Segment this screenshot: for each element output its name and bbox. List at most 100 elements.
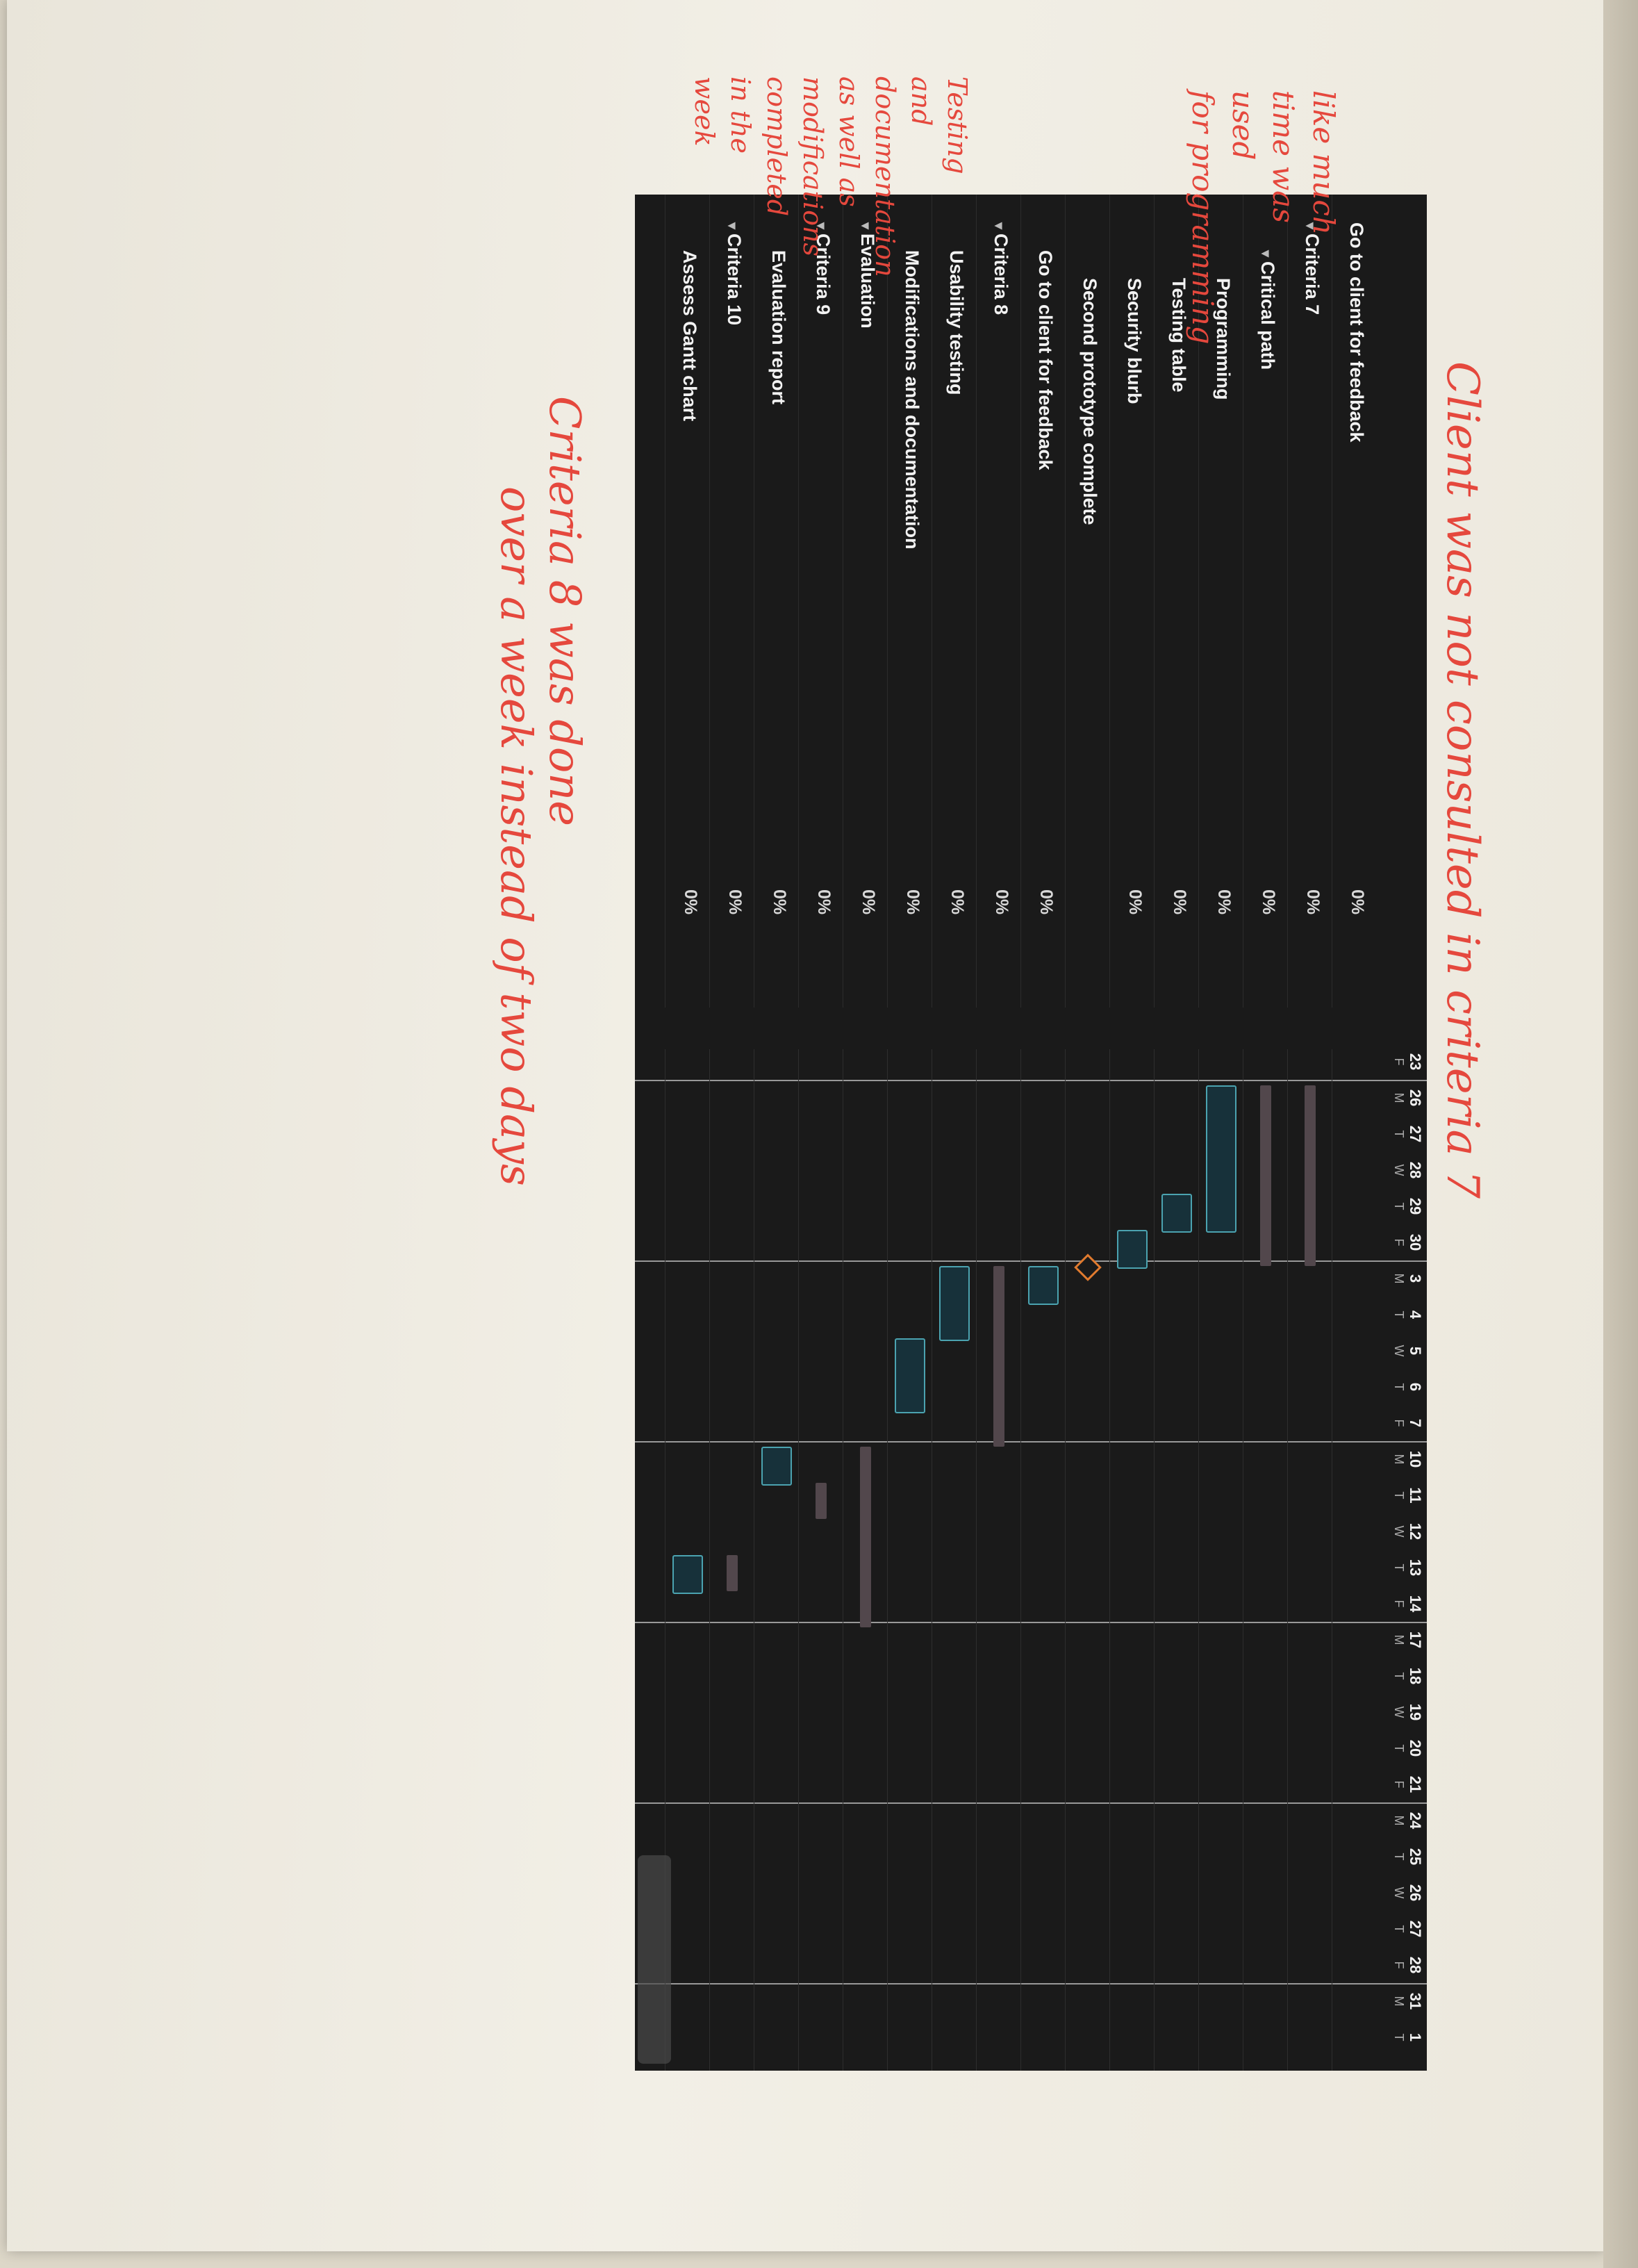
task-name: Modifications and documentation	[901, 250, 923, 550]
task-bar[interactable]	[1161, 1194, 1192, 1233]
annotation-programming-note: time was	[1266, 90, 1300, 223]
task-row[interactable]: Security blurb 0%	[1109, 195, 1155, 1008]
task-percent: 0%	[725, 889, 745, 915]
summary-bar[interactable]	[1305, 1085, 1316, 1266]
task-percent: 0%	[1214, 889, 1234, 915]
day-number: 4	[1407, 1310, 1424, 1320]
day-number: 30	[1407, 1233, 1424, 1251]
row-gridline	[1198, 1049, 1199, 2071]
task-percent: 0%	[948, 889, 967, 915]
task-name: ▾ Criteria 8	[990, 222, 1011, 315]
annotation-top: Client was not consulted in criteria 7	[1437, 361, 1488, 1199]
task-row[interactable]: Go to client for feedback 0%	[1332, 195, 1377, 1008]
day-number: 23	[1407, 1053, 1424, 1071]
day-of-week: M	[1392, 1634, 1406, 1645]
summary-bar[interactable]	[816, 1483, 827, 1519]
task-row[interactable]: ▾ Criteria 8 0%	[976, 195, 1021, 1008]
day-number: 3	[1407, 1274, 1424, 1283]
horizontal-scrollbar[interactable]	[638, 1855, 671, 2064]
task-bar[interactable]	[672, 1555, 703, 1594]
task-row[interactable]: ▾Criteria 9 0%	[798, 195, 843, 1008]
day-of-week: M	[1392, 1092, 1406, 1103]
task-label: Second prototype complete	[1079, 278, 1100, 525]
task-row[interactable]: ▾Criteria 7 0%	[1287, 195, 1332, 1008]
day-of-week: T	[1392, 1310, 1406, 1319]
task-label: Critical path	[1257, 261, 1278, 370]
row-gridline	[1065, 1049, 1066, 2071]
task-label: Modifications and documentation	[902, 250, 923, 550]
task-percent: 0%	[681, 889, 700, 915]
day-of-week: T	[1392, 2033, 1406, 2041]
annotation-bottom-line2: over a week instead of two days	[491, 486, 542, 1186]
annotation-programming-note: used	[1226, 90, 1260, 161]
day-number: 7	[1407, 1418, 1424, 1428]
day-of-week: T	[1392, 1925, 1406, 1933]
summary-bar[interactable]	[1260, 1085, 1271, 1266]
day-number: 10	[1407, 1450, 1424, 1468]
day-of-week: T	[1392, 1852, 1406, 1861]
task-percent: 0%	[1303, 889, 1323, 915]
task-label: Go to client for feedback	[1346, 222, 1367, 443]
expand-caret-icon[interactable]: ▾	[991, 222, 1007, 230]
task-percent: 0%	[770, 889, 789, 915]
day-number: 6	[1407, 1382, 1424, 1392]
day-of-week: T	[1392, 1563, 1406, 1572]
row-gridline	[1020, 1049, 1021, 2071]
task-name: ▾Criteria 7	[1301, 222, 1323, 315]
task-row[interactable]: Assess Gantt chart 0%	[665, 195, 710, 1008]
task-bar[interactable]	[1206, 1085, 1236, 1233]
day-number: 1	[1407, 2032, 1424, 2042]
row-gridline	[1154, 1049, 1155, 2071]
task-bar[interactable]	[1028, 1266, 1059, 1305]
task-label: Criteria 8	[991, 233, 1011, 315]
day-of-week: W	[1392, 1345, 1406, 1357]
task-row[interactable]: Go to client for feedback 0%	[1020, 195, 1066, 1008]
task-bar[interactable]	[1117, 1230, 1148, 1269]
day-number: 29	[1407, 1197, 1424, 1215]
task-row[interactable]: ▾Evaluation 0%	[843, 195, 888, 1008]
row-gridline	[976, 1049, 977, 2071]
task-bar[interactable]	[895, 1338, 925, 1413]
day-of-week: W	[1392, 1887, 1406, 1899]
day-of-week: M	[1392, 1996, 1406, 2007]
task-name: Security blurb	[1123, 278, 1145, 404]
day-number: 18	[1407, 1667, 1424, 1685]
task-percent: 0%	[1125, 889, 1145, 915]
day-of-week: F	[1392, 1780, 1406, 1789]
task-row[interactable]: Evaluation report 0%	[754, 195, 799, 1008]
task-row[interactable]: Modifications and documentation 0%	[887, 195, 932, 1008]
expand-caret-icon[interactable]: ▾	[1258, 250, 1273, 258]
annotation-testing-note: and	[906, 76, 936, 126]
day-of-week: F	[1392, 1419, 1406, 1427]
task-row[interactable]: ▾ Criteria 10 0%	[709, 195, 754, 1008]
task-name: ▾ Criteria 10	[723, 222, 745, 325]
task-bar[interactable]	[761, 1447, 792, 1486]
row-gridline	[1109, 1049, 1110, 2071]
task-bar[interactable]	[939, 1266, 970, 1341]
annotation-testing-note: modifications	[797, 76, 828, 256]
expand-caret-icon[interactable]: ▾	[725, 222, 740, 230]
task-row[interactable]: Second prototype complete	[1065, 195, 1110, 1008]
annotation-testing-note: documentation	[870, 76, 900, 277]
summary-bar[interactable]	[860, 1447, 871, 1627]
day-number: 28	[1407, 1161, 1424, 1179]
day-of-week: M	[1392, 1273, 1406, 1284]
task-row[interactable]: ▾ Critical path 0%	[1243, 195, 1288, 1008]
task-row[interactable]: Usability testing 0%	[932, 195, 977, 1008]
day-of-week: T	[1392, 1672, 1406, 1680]
task-name: Assess Gantt chart	[679, 250, 700, 421]
summary-bar[interactable]	[993, 1266, 1004, 1447]
summary-bar[interactable]	[727, 1555, 738, 1591]
milestone-diamond[interactable]	[1074, 1254, 1102, 1281]
annotation-testing-note: completed	[761, 76, 792, 217]
day-of-week: W	[1392, 1525, 1406, 1538]
day-of-week: F	[1392, 1961, 1406, 1969]
annotation-bottom-line1: Criteria 8 was done	[540, 396, 590, 827]
task-percent: 0%	[814, 889, 834, 915]
row-gridline	[709, 1049, 710, 2071]
task-name: Evaluation report	[768, 250, 789, 404]
paper-edge	[1603, 0, 1638, 2268]
day-of-week: T	[1392, 1202, 1406, 1210]
day-of-week: T	[1392, 1491, 1406, 1499]
task-percent: 0%	[992, 889, 1011, 915]
